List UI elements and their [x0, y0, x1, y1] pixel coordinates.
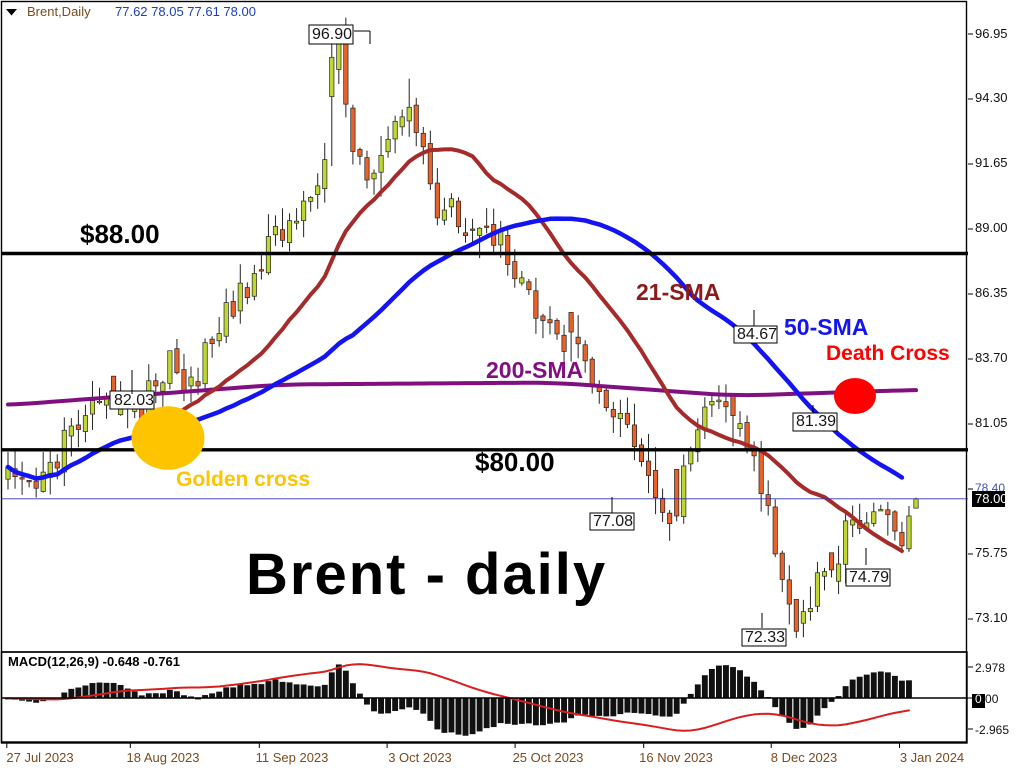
svg-text:83.70: 83.70	[975, 350, 1008, 365]
svg-text:96.95: 96.95	[975, 26, 1008, 41]
svg-text:MACD(12,26,9) -0.648 -0.761: MACD(12,26,9) -0.648 -0.761	[8, 654, 180, 669]
svg-text:96.90: 96.90	[312, 26, 352, 43]
svg-text:84.67: 84.67	[737, 326, 777, 343]
svg-text:0.00: 0.00	[975, 692, 999, 706]
svg-text:Brent - daily: Brent - daily	[246, 542, 607, 607]
svg-text:25 Oct 2023: 25 Oct 2023	[513, 750, 584, 765]
svg-text:16 Nov 2023: 16 Nov 2023	[639, 750, 713, 765]
svg-text:Golden cross: Golden cross	[176, 468, 310, 491]
svg-text:73.10: 73.10	[975, 610, 1008, 625]
svg-text:81.39: 81.39	[796, 413, 836, 430]
svg-text:82.03: 82.03	[114, 392, 154, 409]
svg-text:72.33: 72.33	[745, 629, 785, 646]
svg-text:94.30: 94.30	[975, 90, 1008, 105]
svg-text:75.75: 75.75	[975, 545, 1008, 560]
svg-text:89.00: 89.00	[975, 220, 1008, 235]
svg-text:91.65: 91.65	[975, 155, 1008, 170]
svg-text:3 Oct 2023: 3 Oct 2023	[388, 750, 452, 765]
svg-text:$88.00: $88.00	[80, 219, 160, 249]
svg-text:Death Cross: Death Cross	[826, 342, 950, 365]
svg-text:2.978: 2.978	[975, 661, 1005, 675]
svg-text:8 Dec 2023: 8 Dec 2023	[771, 750, 838, 765]
svg-text:21-SMA: 21-SMA	[636, 279, 720, 305]
svg-text:$80.00: $80.00	[475, 447, 555, 477]
svg-text:Brent,Daily: Brent,Daily	[27, 4, 91, 19]
svg-text:11 Sep 2023: 11 Sep 2023	[256, 750, 329, 765]
svg-text:18 Aug 2023: 18 Aug 2023	[126, 750, 199, 765]
svg-text:77.62 78.05 77.61 78.00: 77.62 78.05 77.61 78.00	[115, 4, 256, 19]
svg-text:86.35: 86.35	[975, 285, 1008, 300]
svg-text:78.00: 78.00	[975, 491, 1008, 506]
svg-text:74.79: 74.79	[849, 569, 889, 586]
svg-text:50-SMA: 50-SMA	[784, 314, 868, 340]
svg-text:81.05: 81.05	[975, 415, 1008, 430]
svg-text:3 Jan 2024: 3 Jan 2024	[900, 750, 964, 765]
svg-text:77.08: 77.08	[593, 513, 633, 530]
svg-text:-2.965: -2.965	[975, 723, 1009, 737]
svg-text:200-SMA: 200-SMA	[486, 357, 583, 383]
svg-text:27 Jul 2023: 27 Jul 2023	[6, 750, 73, 765]
